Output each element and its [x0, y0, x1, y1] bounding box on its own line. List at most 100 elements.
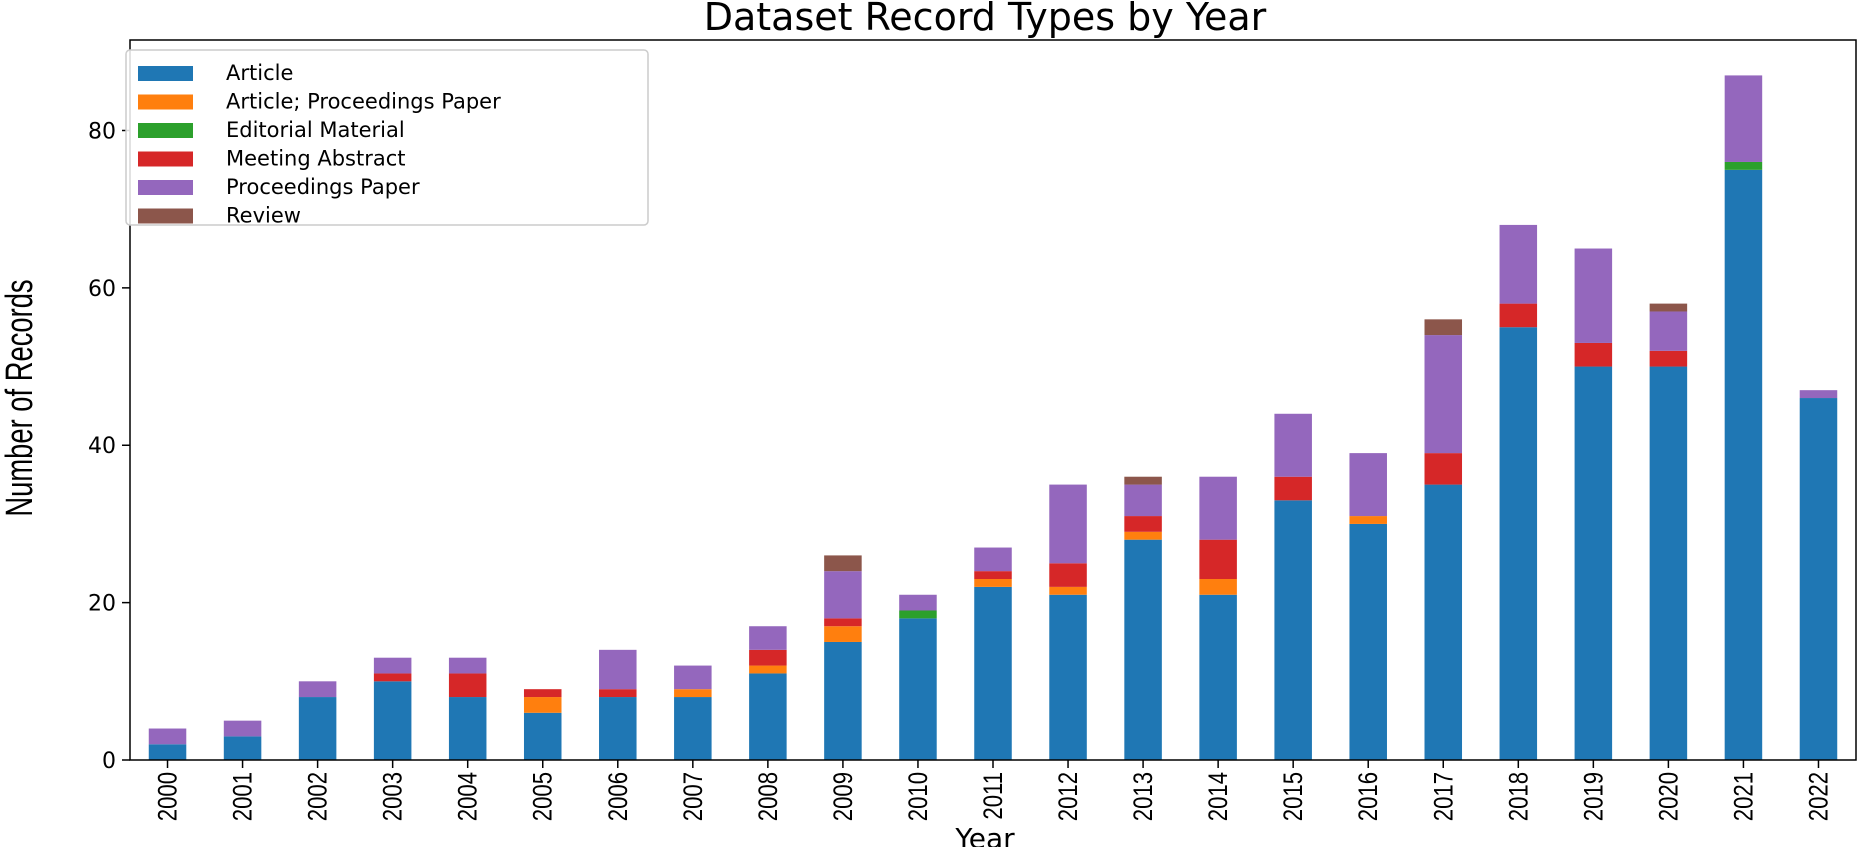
x-tick-label: 2017 [1429, 772, 1459, 821]
bar-2017-proceedings-paper [1424, 335, 1463, 454]
bar-2020-proceedings-paper [1649, 311, 1688, 351]
bar-2014-meeting-abstract [1199, 539, 1237, 580]
bar-2000-proceedings-paper [148, 728, 187, 745]
bar-2020-review [1649, 303, 1688, 312]
bar-2007-proceedings-paper [674, 665, 712, 690]
chart-title: Dataset Record Types by Year [704, 0, 1267, 39]
bar-2002-article [298, 697, 337, 760]
x-tick-label: 2004 [454, 772, 484, 821]
x-tick-label: 2006 [604, 772, 634, 821]
bar-2006-article [599, 697, 637, 760]
bar-2022-proceedings-paper [1799, 390, 1838, 399]
bar-2006-meeting-abstract [599, 689, 637, 698]
bar-2017-meeting-abstract [1424, 453, 1463, 485]
bar-2019-article [1574, 366, 1613, 760]
bar-2005-article [523, 712, 562, 760]
y-tick-label: 80 [88, 119, 116, 144]
legend-swatch-proceedings-paper [138, 180, 193, 195]
bar-2017-article [1424, 484, 1463, 760]
bar-2013-meeting-abstract [1124, 516, 1162, 532]
bar-2018-proceedings-paper [1499, 224, 1538, 304]
legend-box [125, 49, 649, 226]
bar-2002-proceedings-paper [298, 681, 337, 698]
legend-swatch-review [138, 208, 193, 224]
x-tick-label: 2016 [1354, 772, 1384, 821]
bar-2013-review [1124, 476, 1162, 485]
x-tick-label: 2012 [1054, 772, 1084, 821]
bar-2021-proceedings-paper [1724, 75, 1763, 162]
legend-label-meeting-abstract: Meeting Abstract [226, 147, 406, 171]
bar-2012-article-proceedings-paper [1049, 586, 1087, 595]
legend-label-editorial-material: Editorial Material [226, 118, 405, 142]
x-tick-label: 2001 [229, 772, 259, 821]
bar-2018-meeting-abstract [1499, 303, 1538, 328]
bar-2013-article [1124, 539, 1162, 760]
legend: Article Article; Proceedings Paper Editori… [125, 49, 649, 228]
x-tick-label: 2018 [1504, 772, 1534, 821]
bar-2000-article [148, 744, 187, 760]
bar-2020-meeting-abstract [1649, 350, 1688, 367]
y-tick-label: 20 [88, 592, 116, 617]
bar-2016-article [1349, 523, 1387, 760]
legend-label-article: Article [226, 61, 293, 85]
y-tick-label: 60 [88, 277, 116, 302]
bar-2014-article-proceedings-paper [1199, 579, 1237, 595]
bar-2011-article [974, 586, 1012, 760]
bar-2009-proceedings-paper [824, 571, 862, 619]
bar-2015-proceedings-paper [1274, 413, 1312, 477]
x-tick-label: 2022 [1805, 772, 1835, 821]
bar-2004-meeting-abstract [448, 673, 487, 698]
legend-swatch-editorial-material [138, 123, 193, 138]
bar-2021-editorial-material [1724, 161, 1763, 170]
bar-2008-article-proceedings-paper [749, 665, 787, 674]
bar-2009-article-proceedings-paper [824, 626, 862, 642]
bar-2021-article [1724, 169, 1763, 760]
x-tick-label: 2000 [154, 772, 184, 821]
x-tick-label: 2002 [304, 772, 334, 821]
bar-2019-meeting-abstract [1574, 342, 1613, 367]
bar-2014-proceedings-paper [1199, 476, 1237, 540]
bar-2004-article [448, 697, 487, 760]
bar-2006-proceedings-paper [599, 649, 637, 690]
bars-layer [148, 75, 1838, 760]
bar-2005-article-proceedings-paper [523, 697, 562, 713]
x-tick-label: 2008 [754, 772, 784, 821]
bar-2011-proceedings-paper [974, 547, 1012, 572]
bar-2018-article [1499, 327, 1538, 760]
x-axis-label: Year [954, 822, 1015, 847]
legend-label-proceedings-paper: Proceedings Paper [226, 175, 420, 199]
x-tick-label: 2019 [1579, 772, 1609, 821]
x-tick-label: 2011 [979, 772, 1009, 820]
y-axis: 0 20 40 60 80 [88, 119, 130, 774]
x-tick-label: 2015 [1279, 772, 1309, 821]
bar-2015-article [1274, 500, 1312, 760]
bar-2010-article [899, 618, 937, 760]
x-tick-label: 2005 [529, 772, 559, 821]
legend-label-review: Review [226, 204, 301, 228]
bar-2012-proceedings-paper [1049, 484, 1087, 564]
bar-2011-article-proceedings-paper [974, 579, 1012, 587]
bar-2008-meeting-abstract [749, 649, 787, 666]
x-tick-label: 2010 [904, 772, 934, 821]
bar-2016-proceedings-paper [1349, 453, 1387, 517]
y-tick-label: 0 [102, 749, 116, 774]
legend-label-article-proceedings-paper: Article; Proceedings Paper [226, 90, 501, 114]
bar-2004-proceedings-paper [448, 657, 487, 674]
bar-2009-article [824, 641, 862, 760]
bar-2003-meeting-abstract [373, 673, 412, 682]
bar-2008-article [749, 673, 787, 760]
x-tick-label: 2013 [1129, 772, 1159, 821]
bar-2007-article-proceedings-paper [674, 689, 712, 698]
bar-2010-proceedings-paper [899, 594, 937, 611]
bar-2013-proceedings-paper [1124, 484, 1162, 517]
x-tick-label: 2003 [379, 772, 409, 821]
x-tick-label: 2009 [829, 772, 859, 821]
bar-2015-meeting-abstract [1274, 476, 1312, 501]
bar-2011-meeting-abstract [974, 571, 1012, 580]
bar-2010-editorial-material [899, 610, 937, 619]
bar-2012-meeting-abstract [1049, 563, 1087, 587]
bar-2013-article-proceedings-paper [1124, 531, 1162, 540]
bar-2001-proceedings-paper [223, 720, 262, 737]
bar-2016-article-proceedings-paper [1349, 516, 1387, 524]
